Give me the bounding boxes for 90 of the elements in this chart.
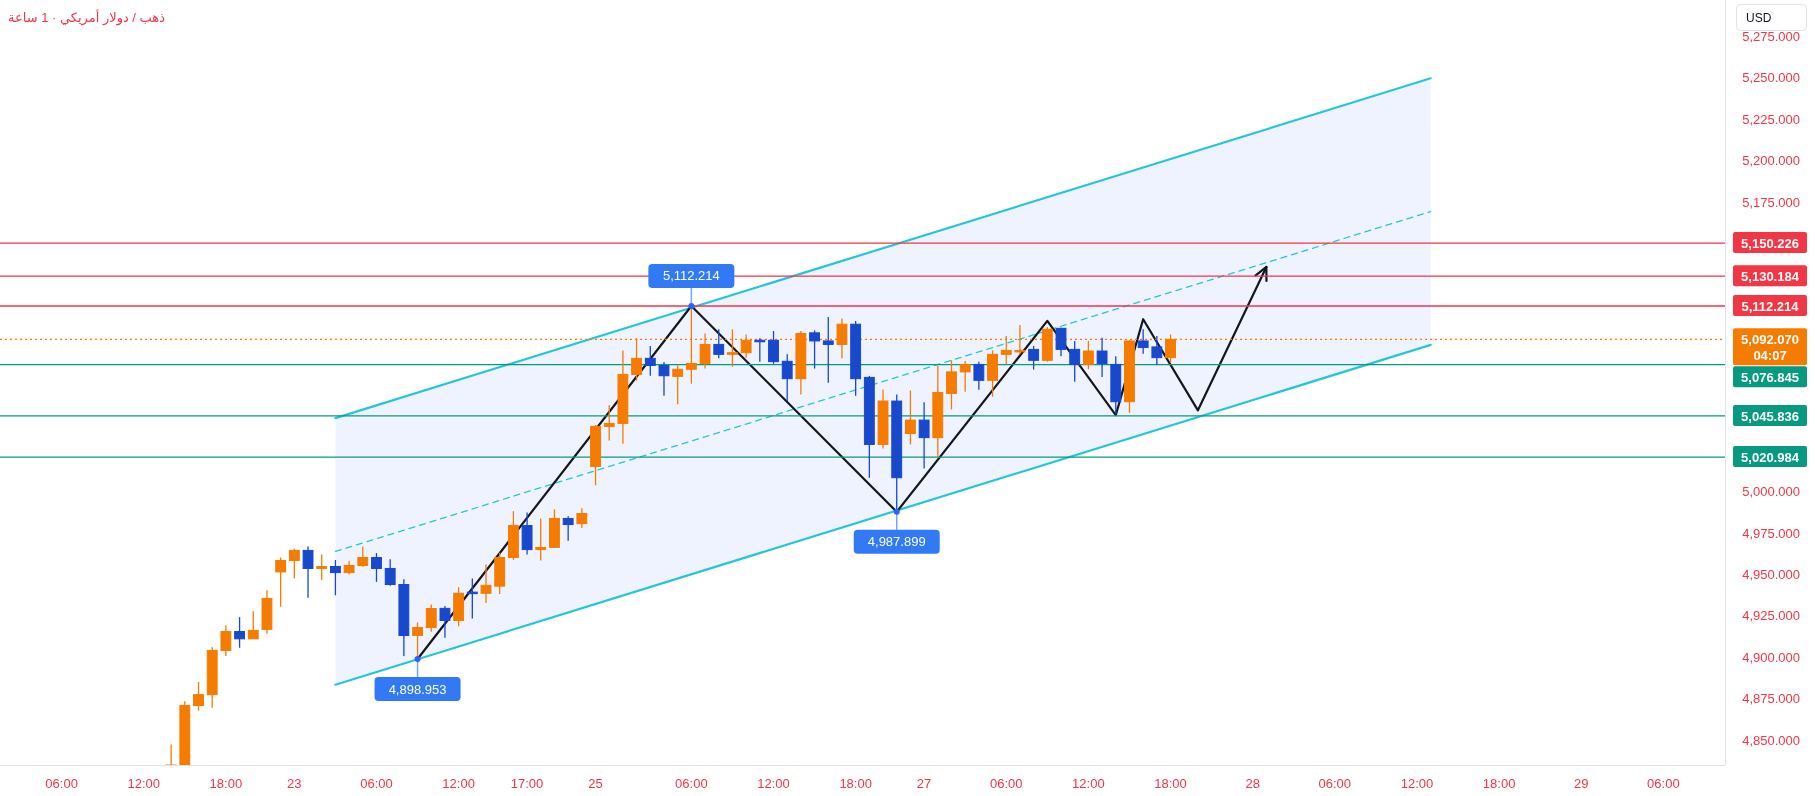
y-tick-label: 5,225.000: [1742, 111, 1800, 127]
candlestick: [535, 517, 547, 562]
x-tick-label: 18:00: [839, 775, 872, 791]
y-tick-label: 5,250.000: [1742, 70, 1800, 86]
candlestick: [576, 507, 588, 529]
candlestick: [1028, 345, 1040, 371]
x-tick-label: 18:00: [209, 775, 243, 791]
text: ذهب / دولار أمريكي · 1 ساعة: [8, 8, 166, 26]
y-tick-label: 5,000.000: [1742, 484, 1800, 500]
annotation: 4,987.899: [867, 534, 926, 550]
x-tick-label: 12:00: [127, 775, 161, 791]
candlestick: [384, 558, 396, 587]
x-tick-label: 28: [1245, 775, 1260, 791]
candlestick: [768, 330, 779, 365]
candlestick: [275, 556, 287, 608]
y-tick-label: 5,275.000: [1742, 28, 1800, 44]
candlestick: [1096, 336, 1108, 378]
candlestick: [288, 548, 300, 580]
candlestick: [1151, 335, 1163, 366]
candlestick: [371, 552, 382, 583]
candlestick: [809, 329, 821, 370]
candlestick: [959, 360, 971, 393]
x-tick-label: 12:00: [757, 775, 790, 791]
point: [893, 508, 900, 515]
y-tick-label: 4,925.000: [1742, 608, 1800, 624]
x-tick-label: 27: [916, 775, 932, 791]
x-tick-label: 06:00: [45, 775, 78, 791]
point: [688, 302, 695, 309]
y-tick-label: 4,900.000: [1742, 649, 1800, 665]
candlestick: [302, 545, 314, 599]
x-tick-label: 23: [287, 775, 302, 791]
x-tick-label: 25: [588, 775, 603, 791]
candlestick: [329, 559, 341, 596]
candlestick: [822, 316, 834, 384]
candlestick: [193, 681, 204, 712]
candlestick: [234, 616, 246, 649]
candlestick: [658, 361, 670, 397]
candlestick: [165, 743, 177, 765]
ref-line-label: 5,020.984: [1741, 449, 1800, 465]
x-tick-label: 06:00: [675, 775, 708, 791]
candlestick: [425, 603, 437, 633]
x-tick-label: 12:00: [1072, 775, 1105, 791]
candlestick: [439, 605, 451, 639]
candlestick: [220, 624, 232, 657]
annotation: 5,112.214: [662, 268, 720, 284]
candlestick: [1069, 340, 1081, 383]
candlestick: [644, 345, 656, 377]
y-tick-label: 4,875.000: [1742, 691, 1800, 707]
candlestick: [316, 553, 328, 581]
candlestick: [918, 401, 930, 470]
candlestick: [247, 610, 259, 640]
x-tick-label: 06:00: [1647, 775, 1680, 791]
candlestick: [466, 577, 478, 620]
y-tick-label: 5,200.000: [1742, 153, 1800, 169]
x-tick-label: 12:00: [1400, 775, 1434, 791]
candlestick: [1137, 328, 1149, 355]
candlestick: [1082, 340, 1094, 370]
ref-line-label: 5,150.226: [1741, 235, 1799, 251]
ref-line-label: 5,045.836: [1741, 408, 1799, 424]
x-tick-label: 06:00: [360, 775, 393, 791]
y-axis-title: USD: [1746, 10, 1772, 25]
x-tick-label: 06:00: [1318, 775, 1352, 791]
x-tick-label: 12:00: [442, 775, 475, 791]
y-tick-label: 4,850.000: [1742, 732, 1800, 748]
candlestick: [1055, 327, 1067, 357]
candlestick: [713, 328, 725, 359]
ref-line-label: 5,112.214: [1741, 298, 1800, 314]
x-tick-label: 18:00: [1482, 775, 1516, 791]
candlestick: [904, 389, 916, 446]
candlestick: [357, 545, 369, 568]
candlestick: [603, 404, 615, 442]
candlestick: [781, 353, 793, 402]
candlestick: [946, 359, 957, 410]
ref-line-label: 5,076.845: [1741, 369, 1799, 385]
candlestick: [480, 563, 492, 604]
candlestick: [562, 515, 574, 542]
candlestick: [973, 360, 985, 391]
candlestick: [521, 511, 533, 556]
y-tick-label: 5,175.000: [1742, 194, 1800, 210]
x-tick-label: 06:00: [989, 775, 1023, 791]
ref-line-label: 5,130.184: [1741, 268, 1800, 284]
y-tick-label: 4,950.000: [1742, 567, 1800, 583]
point: [414, 656, 421, 663]
candlestick: [672, 364, 684, 406]
x-tick-label: 29: [1574, 775, 1589, 791]
y-tick-label: 4,975.000: [1742, 525, 1800, 541]
annotation: 4,898.953: [388, 681, 447, 697]
x-tick-label: 17:00: [510, 775, 544, 791]
x-tick-label: 18:00: [1154, 775, 1187, 791]
ref-line-label: 5,092.070 04:07: [1741, 331, 1799, 363]
